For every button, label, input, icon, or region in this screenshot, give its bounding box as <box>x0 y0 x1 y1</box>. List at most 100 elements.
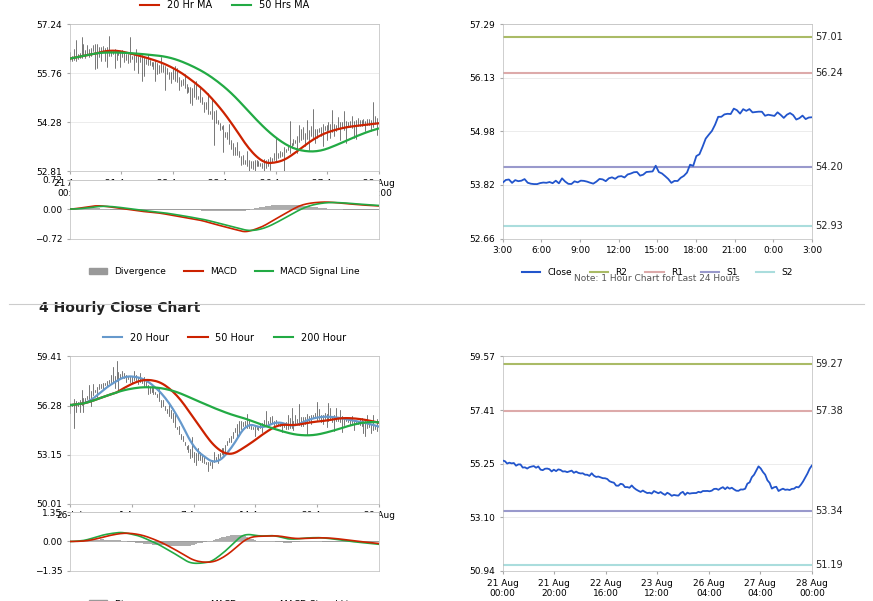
Bar <box>353 209 354 210</box>
Bar <box>253 540 256 542</box>
Bar <box>236 209 238 211</box>
Bar <box>238 209 240 211</box>
Bar <box>209 209 210 211</box>
Bar <box>133 542 135 543</box>
Bar <box>125 209 127 210</box>
Bar <box>320 208 321 209</box>
Bar <box>259 207 261 209</box>
Bar <box>217 209 218 211</box>
Bar <box>308 206 310 209</box>
Bar <box>93 208 94 209</box>
Bar <box>354 209 357 210</box>
Bar <box>155 542 156 545</box>
Bar <box>135 542 137 543</box>
Bar <box>161 542 162 545</box>
Bar <box>178 209 180 210</box>
Bar <box>197 209 199 210</box>
Legend: Close, R2, R1, S1, S2: Close, R2, R1, S1, S2 <box>519 264 796 281</box>
Bar <box>174 542 175 546</box>
Bar <box>289 205 291 209</box>
Bar <box>112 540 113 542</box>
Bar <box>143 542 145 543</box>
Bar <box>351 542 353 543</box>
Bar <box>155 209 156 210</box>
Bar <box>234 209 236 211</box>
Bar <box>299 205 300 209</box>
Bar <box>321 208 324 209</box>
Text: 57.38: 57.38 <box>815 406 842 416</box>
Bar <box>312 207 314 209</box>
Text: 59.27: 59.27 <box>815 359 842 369</box>
Bar <box>85 208 86 209</box>
Bar <box>85 541 86 542</box>
Bar <box>183 209 186 210</box>
Text: 53.34: 53.34 <box>815 506 842 516</box>
Bar <box>115 209 118 210</box>
Bar <box>224 537 226 542</box>
Bar <box>264 207 265 209</box>
Bar <box>182 209 183 210</box>
Bar <box>248 209 250 210</box>
Bar <box>141 209 143 210</box>
Bar <box>191 542 193 545</box>
Bar <box>246 537 248 542</box>
Bar <box>153 542 155 545</box>
Bar <box>107 540 110 542</box>
Bar <box>324 208 326 209</box>
Bar <box>261 207 264 209</box>
Bar <box>218 209 221 211</box>
Bar <box>217 538 218 542</box>
Bar <box>121 209 123 210</box>
Bar <box>143 209 145 210</box>
Bar <box>306 206 308 209</box>
Bar <box>294 205 296 209</box>
Bar <box>353 542 354 543</box>
Bar <box>240 535 242 542</box>
Bar <box>277 205 278 209</box>
Bar <box>88 208 90 209</box>
Bar <box>162 542 164 545</box>
Bar <box>172 209 174 210</box>
Bar <box>145 542 147 544</box>
Bar <box>300 206 302 209</box>
Text: 57.01: 57.01 <box>815 32 842 42</box>
Bar <box>281 205 283 209</box>
Bar <box>272 206 273 209</box>
Bar <box>88 540 90 542</box>
Bar <box>223 537 224 542</box>
Bar <box>183 542 186 546</box>
Text: 54.20: 54.20 <box>815 162 842 172</box>
Bar <box>120 209 121 210</box>
Bar <box>242 535 244 542</box>
Bar <box>118 540 120 542</box>
Bar <box>354 542 357 543</box>
Bar <box>224 209 226 211</box>
Bar <box>210 209 213 211</box>
Bar <box>162 209 164 210</box>
Bar <box>166 209 168 210</box>
Bar <box>123 209 125 210</box>
Bar <box>281 542 283 543</box>
Bar <box>161 209 162 210</box>
Bar <box>296 205 299 209</box>
Bar <box>156 209 158 210</box>
Bar <box>199 542 201 543</box>
Bar <box>96 540 98 542</box>
Text: 51.19: 51.19 <box>815 560 842 570</box>
Bar <box>205 209 207 211</box>
Bar <box>285 542 286 543</box>
Text: 4 Hourly Close Chart: 4 Hourly Close Chart <box>39 300 200 314</box>
Bar <box>246 209 248 210</box>
Bar <box>236 535 238 542</box>
Bar <box>229 535 230 542</box>
Bar <box>213 540 215 542</box>
Bar <box>110 540 112 542</box>
Text: 56.24: 56.24 <box>815 68 842 78</box>
Bar <box>133 209 135 210</box>
Bar <box>265 206 267 209</box>
Bar <box>145 209 147 210</box>
Bar <box>199 209 201 210</box>
Bar <box>193 542 196 545</box>
Bar <box>285 205 286 209</box>
Bar <box>191 209 193 210</box>
